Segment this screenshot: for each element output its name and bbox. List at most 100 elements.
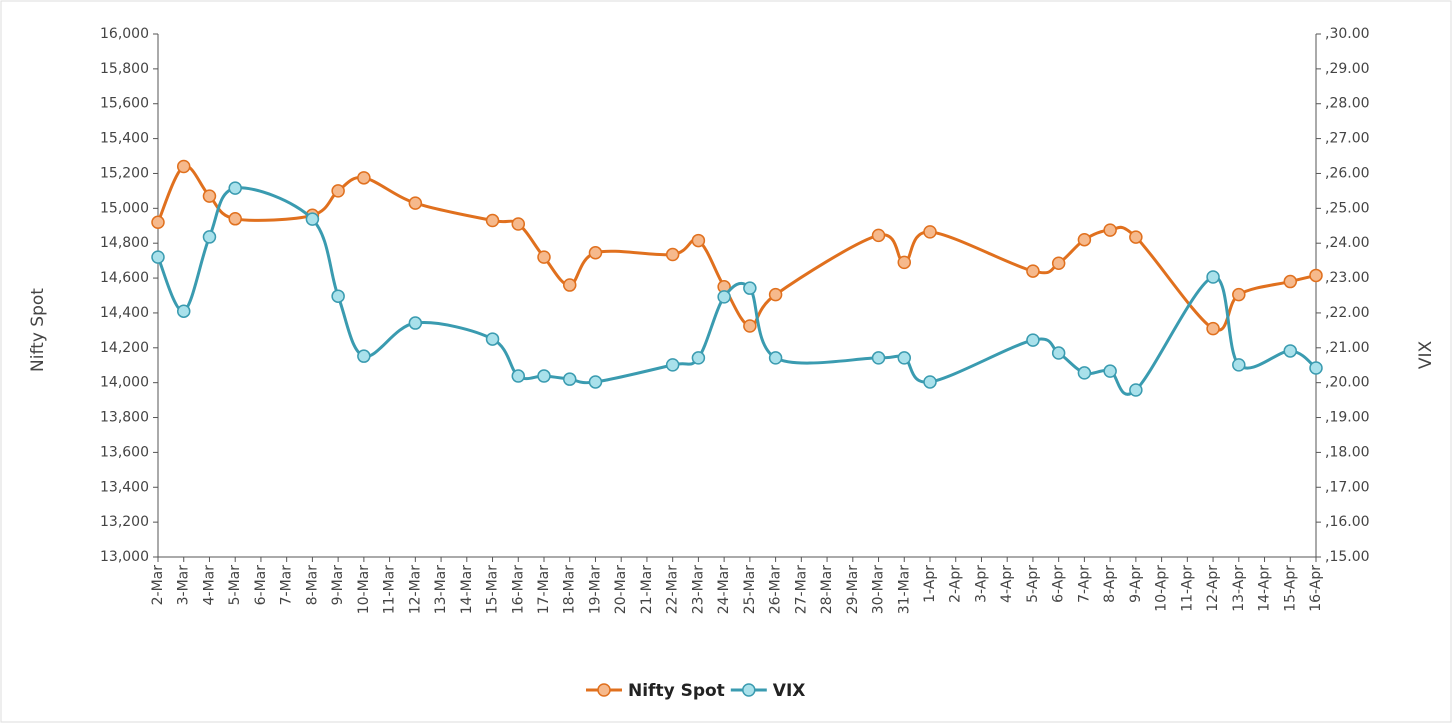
point bbox=[537, 250, 551, 264]
point bbox=[331, 289, 345, 303]
x-tick-label: 1-Apr bbox=[922, 565, 938, 603]
point bbox=[562, 278, 577, 292]
x-tick-label: 8-Mar bbox=[304, 565, 320, 606]
x-tick-label: 18-Mar bbox=[562, 565, 578, 615]
point bbox=[1026, 264, 1040, 278]
point bbox=[897, 255, 912, 270]
point bbox=[176, 159, 191, 174]
y-tick-label: 14,400 bbox=[100, 305, 149, 321]
legend-label: Nifty Spot bbox=[628, 681, 725, 701]
x-tick-label: 7-Apr bbox=[1076, 565, 1092, 603]
point bbox=[511, 369, 526, 383]
point bbox=[537, 369, 551, 383]
point bbox=[665, 247, 680, 262]
point bbox=[1129, 383, 1143, 397]
y-tick-label: 14,200 bbox=[100, 340, 149, 356]
x-tick-label: 23-Mar bbox=[690, 565, 706, 615]
x-tick-label: 25-Mar bbox=[742, 565, 758, 615]
y-tick-label: 14,000 bbox=[100, 375, 149, 391]
x-tick-label: 5-Apr bbox=[1025, 565, 1041, 603]
point bbox=[228, 181, 242, 195]
x-tick-label: 14-Mar bbox=[459, 565, 475, 615]
x-tick-label: 10-Apr bbox=[1154, 565, 1170, 612]
x-tick-label: 12-Apr bbox=[1205, 565, 1221, 612]
y2-tick-label: ,21.00 bbox=[1325, 340, 1370, 356]
point bbox=[665, 358, 680, 372]
point bbox=[897, 351, 912, 365]
x-tick-label: 9-Mar bbox=[330, 565, 346, 606]
legend-marker bbox=[742, 683, 756, 697]
y2-tick-label: ,20.00 bbox=[1325, 375, 1370, 391]
y-tick-label: 15,800 bbox=[100, 61, 149, 77]
y2-tick-label: ,22.00 bbox=[1325, 305, 1370, 321]
point bbox=[768, 351, 783, 365]
point bbox=[357, 171, 371, 185]
point bbox=[485, 213, 500, 228]
point bbox=[1206, 270, 1220, 284]
point bbox=[202, 189, 217, 203]
x-tick-label: 29-Mar bbox=[845, 565, 861, 615]
point bbox=[408, 316, 423, 330]
y-tick-label: 14,600 bbox=[100, 270, 149, 286]
x-tick-label: 13-Mar bbox=[433, 565, 449, 615]
x-tick-label: 2-Apr bbox=[948, 565, 964, 603]
point bbox=[717, 290, 731, 304]
point bbox=[202, 230, 217, 244]
x-tick-label: 5-Mar bbox=[227, 565, 243, 606]
y-tick-label: 14,800 bbox=[100, 235, 149, 251]
point bbox=[151, 250, 165, 264]
x-tick-label: 17-Mar bbox=[536, 565, 552, 615]
point bbox=[1051, 346, 1066, 360]
point bbox=[768, 287, 783, 302]
point bbox=[1051, 256, 1066, 270]
x-tick-label: 7-Mar bbox=[279, 565, 295, 606]
y-tick-label: 16,000 bbox=[100, 26, 149, 42]
y2-tick-label: ,24.00 bbox=[1325, 235, 1370, 251]
point bbox=[1232, 287, 1246, 302]
x-tick-label: 15-Mar bbox=[485, 565, 501, 615]
x-tick-label: 24-Mar bbox=[716, 565, 732, 615]
x-tick-label: 13-Apr bbox=[1231, 565, 1247, 612]
point bbox=[871, 351, 886, 365]
point bbox=[588, 375, 603, 389]
point bbox=[1283, 274, 1298, 289]
point bbox=[923, 225, 937, 239]
x-tick-label: 3-Apr bbox=[973, 565, 989, 603]
point bbox=[871, 228, 886, 243]
point bbox=[691, 351, 706, 365]
y-tick-label: 13,600 bbox=[100, 444, 149, 460]
x-tick-label: 10-Mar bbox=[356, 565, 372, 615]
x-tick-label: 19-Mar bbox=[587, 565, 603, 615]
x-tick-label: 27-Mar bbox=[793, 565, 809, 615]
point bbox=[588, 246, 603, 260]
y2-tick-label: ,19.00 bbox=[1325, 410, 1370, 426]
point bbox=[923, 375, 937, 389]
x-tick-label: 16-Mar bbox=[510, 565, 526, 615]
y2-tick-label: ,29.00 bbox=[1325, 61, 1370, 77]
point bbox=[1283, 344, 1298, 358]
y2-tick-label: ,17.00 bbox=[1325, 479, 1370, 495]
point bbox=[485, 332, 500, 346]
series-line bbox=[156, 186, 1317, 396]
point bbox=[1103, 223, 1117, 237]
x-tick-label: 11-Apr bbox=[1179, 565, 1195, 612]
x-tick-label: 26-Mar bbox=[768, 565, 784, 615]
x-tick-label: 21-Mar bbox=[639, 565, 655, 615]
x-tick-label: 2-Mar bbox=[150, 565, 166, 606]
x-tick-label: 28-Mar bbox=[819, 565, 835, 615]
y2-tick-label: ,30.00 bbox=[1325, 26, 1370, 42]
point bbox=[1206, 321, 1220, 336]
x-tick-label: 4-Apr bbox=[999, 565, 1015, 603]
point bbox=[1026, 333, 1040, 347]
y-tick-label: 15,400 bbox=[100, 131, 149, 147]
y-tick-label: 15,000 bbox=[100, 200, 149, 216]
y2-tick-label: ,28.00 bbox=[1325, 96, 1370, 112]
x-tick-label: 6-Mar bbox=[253, 565, 269, 606]
y2-tick-label: ,23.00 bbox=[1325, 270, 1370, 286]
point bbox=[1232, 358, 1246, 372]
x-tick-label: 30-Mar bbox=[871, 565, 887, 615]
point bbox=[562, 372, 577, 386]
point bbox=[305, 212, 320, 226]
